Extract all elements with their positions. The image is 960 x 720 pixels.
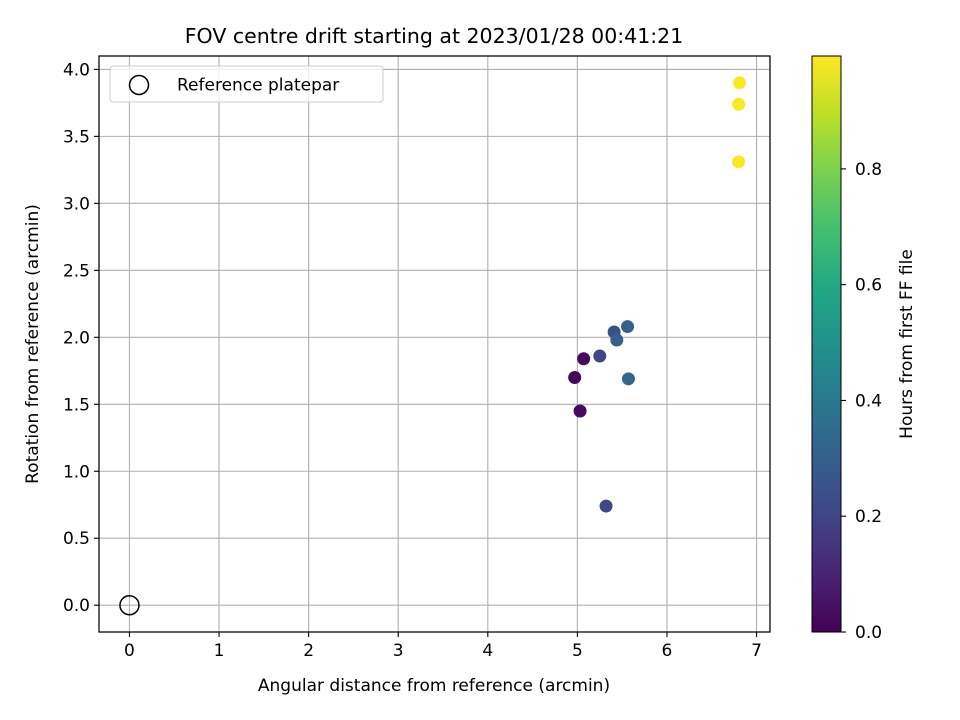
drift-point (621, 372, 635, 386)
y-tick-label: 0.0 (63, 596, 90, 616)
y-axis-ticks: 0.0 0.5 1.0 1.5 2.0 2.5 3.0 3.5 4.0 (63, 60, 99, 616)
legend: Reference platepar (109, 65, 384, 103)
drift-point (593, 349, 607, 363)
drift-point (577, 352, 591, 366)
colorbar-tick-label: 0.8 (855, 160, 882, 180)
legend-marker-open-circle (128, 74, 150, 96)
x-tick-label: 5 (572, 641, 583, 661)
drift-point (733, 76, 747, 90)
colorbar-tick-label: 0.2 (855, 507, 882, 527)
colorbar-tick-label: 0.6 (855, 276, 882, 296)
y-axis-label: Rotation from reference (arcmin) (23, 204, 43, 484)
x-axis-label: Angular distance from reference (arcmin) (258, 676, 610, 696)
y-tick-label: 2.5 (63, 261, 90, 281)
drift-point (621, 320, 635, 334)
colorbar (811, 55, 842, 633)
y-tick-label: 3.5 (63, 127, 90, 147)
reference-point (119, 594, 140, 616)
data-points (119, 76, 747, 616)
drift-point (610, 333, 624, 347)
x-tick-label: 1 (214, 641, 225, 661)
drift-point (573, 404, 587, 418)
colorbar-label: Hours from first FF file (897, 249, 917, 439)
colorbar-tick-label: 0.4 (855, 391, 882, 411)
y-tick-label: 1.0 (63, 462, 90, 482)
y-tick-label: 4.0 (63, 60, 90, 80)
drift-point (732, 97, 746, 111)
y-tick-label: 3.0 (63, 194, 90, 214)
colorbar-ticks: 0.0 0.2 0.4 0.6 0.8 (841, 160, 882, 643)
y-tick-label: 0.5 (63, 529, 90, 549)
chart-title: FOV centre drift starting at 2023/01/28 … (185, 24, 684, 48)
x-tick-label: 2 (303, 641, 314, 661)
x-axis-ticks: 0 1 2 3 4 5 6 7 (124, 632, 762, 661)
x-tick-label: 4 (482, 641, 493, 661)
x-tick-label: 3 (393, 641, 404, 661)
legend-box (109, 65, 384, 103)
drift-point (599, 499, 613, 513)
x-tick-label: 0 (124, 641, 135, 661)
drift-point (568, 370, 582, 384)
colorbar-tick-label: 0.0 (855, 623, 882, 643)
x-tick-label: 7 (751, 641, 762, 661)
x-tick-label: 6 (662, 641, 673, 661)
y-tick-label: 1.5 (63, 395, 90, 415)
plot-frame (98, 55, 771, 633)
grid (99, 56, 770, 632)
drift-point (732, 155, 746, 169)
y-tick-label: 2.0 (63, 328, 90, 348)
legend-label: Reference platepar (177, 76, 339, 96)
